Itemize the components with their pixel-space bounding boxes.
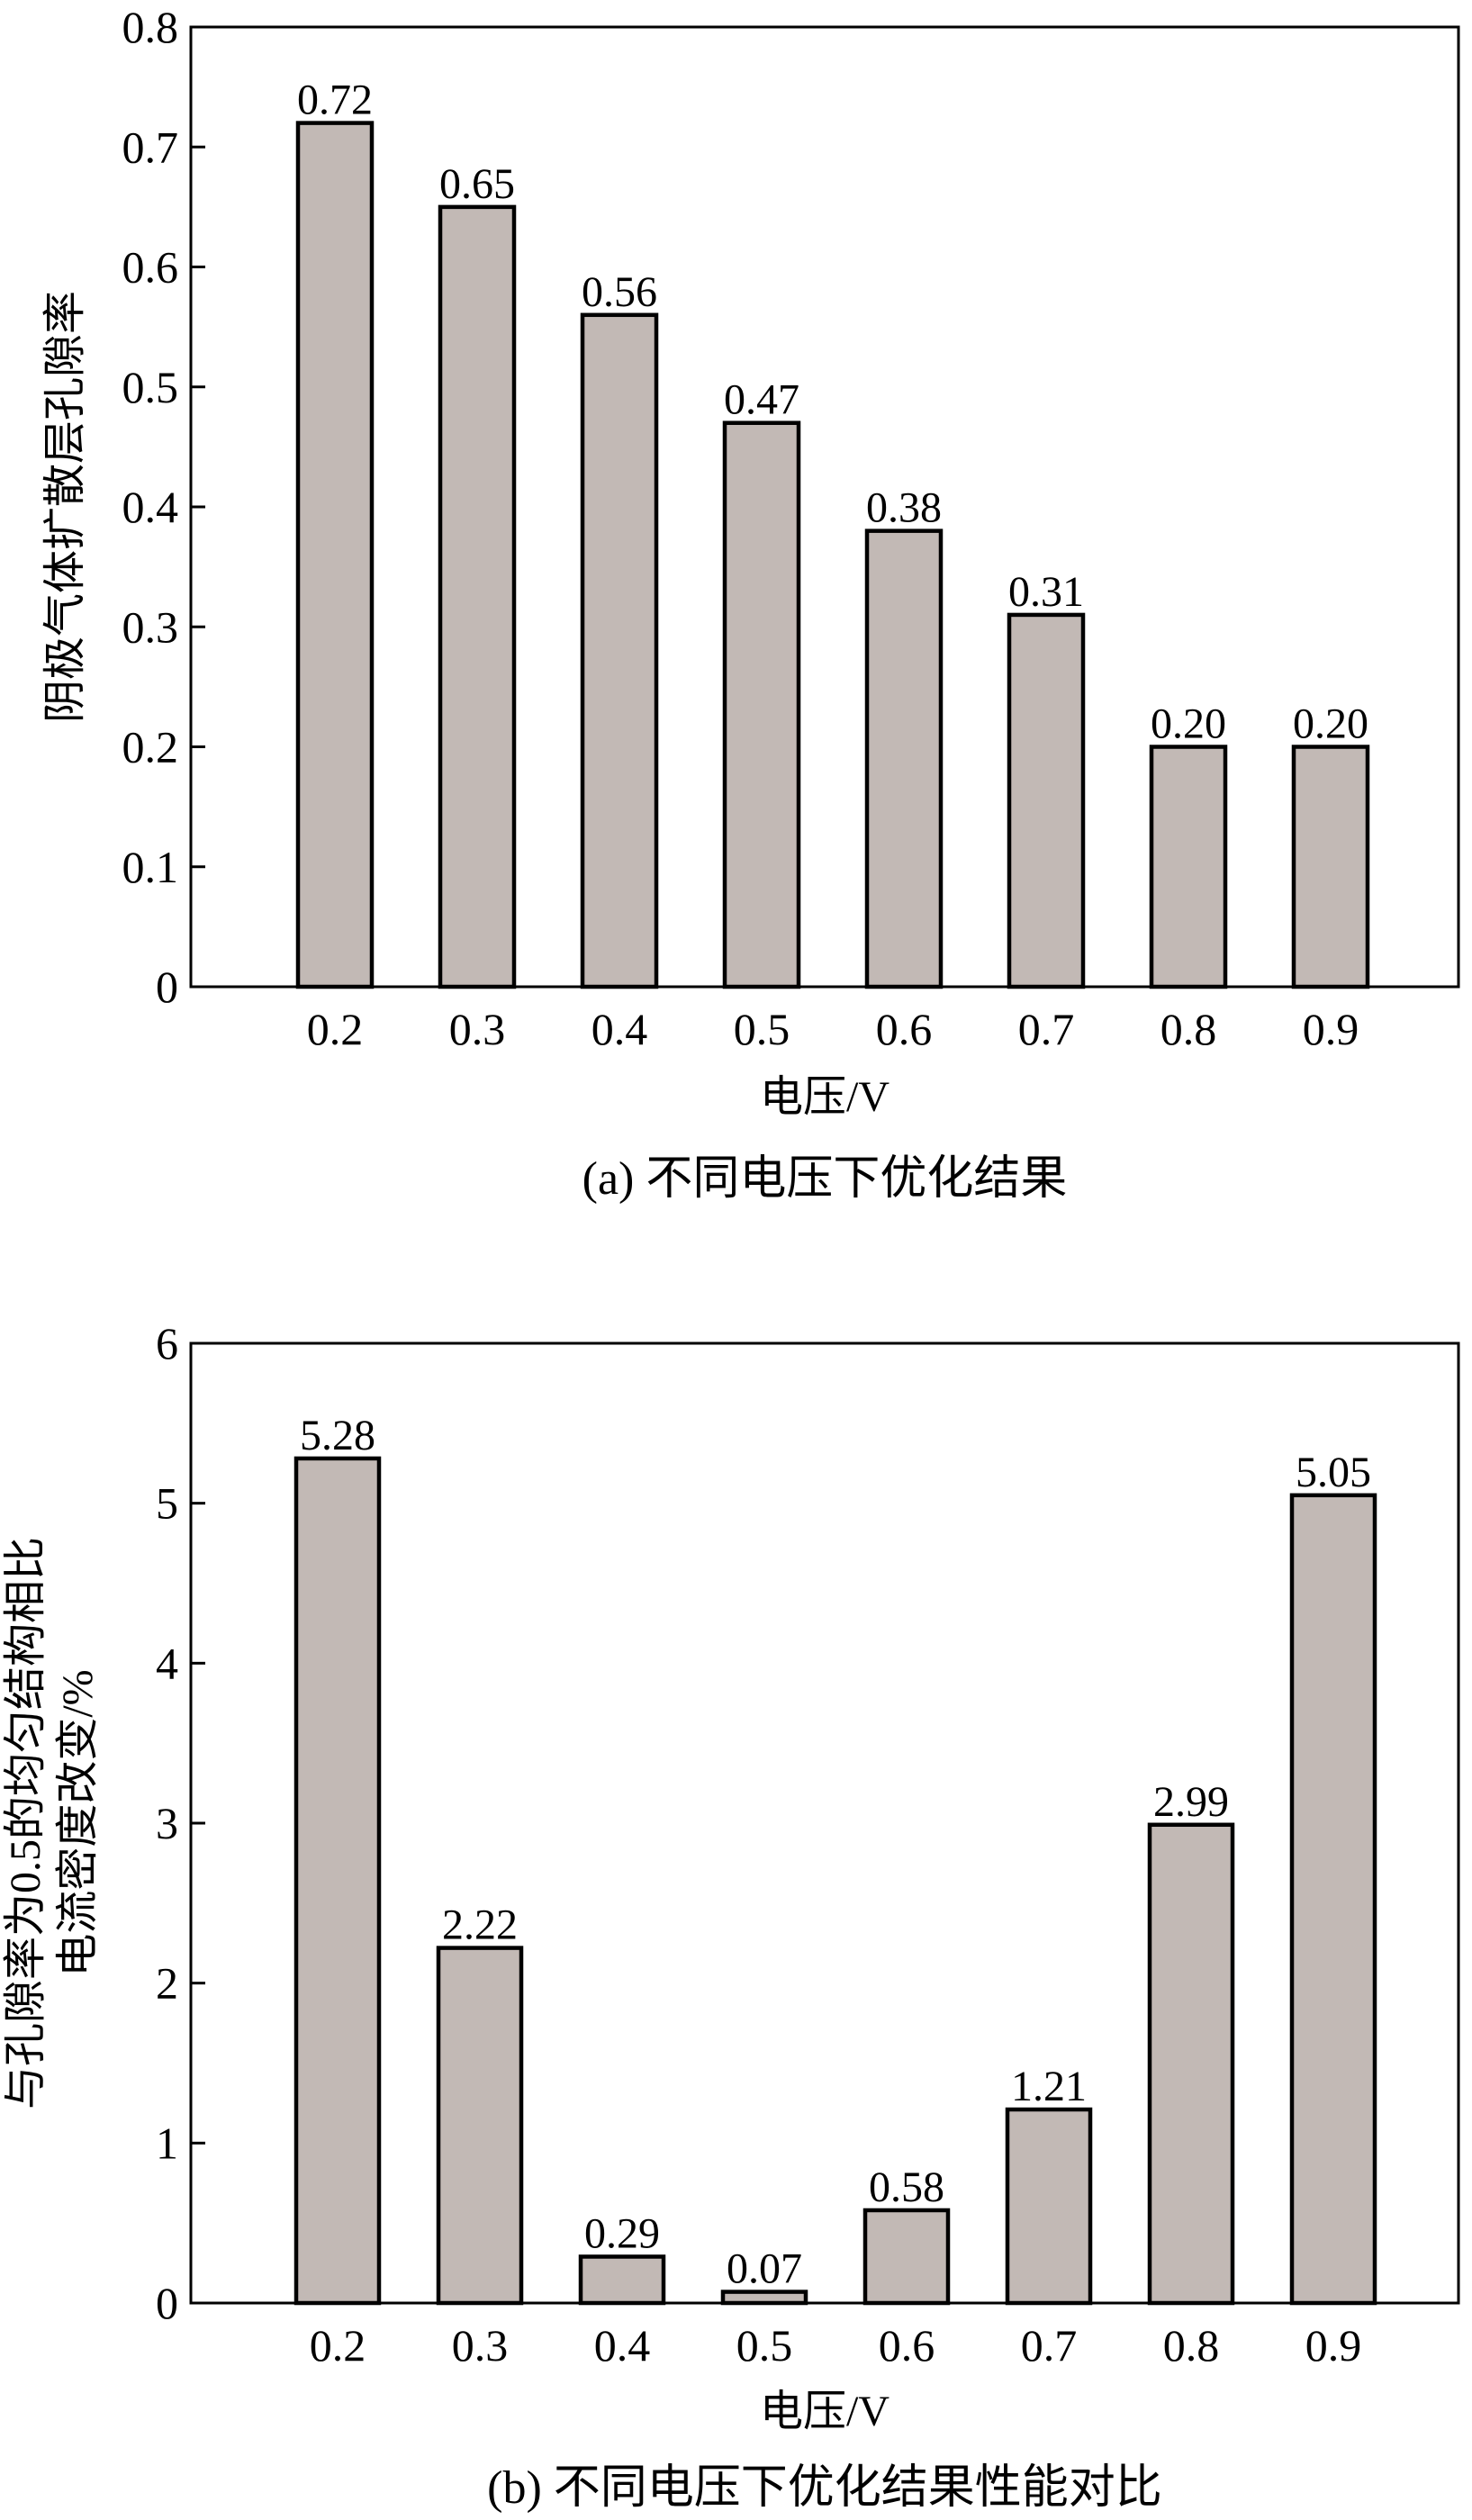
chart-a-bar-value-label: 0.65 <box>439 160 515 208</box>
chart-a-bar-0.4 <box>580 312 659 989</box>
chart-a-y-tick-label: 0.2 <box>122 722 179 772</box>
chart-b-bar-0.3 <box>436 1946 524 2306</box>
chart-a-bar-value-label: 0.20 <box>1293 700 1368 748</box>
chart-a-x-axis-title: 电压/V <box>760 1073 890 1121</box>
chart-b-bar-0.8 <box>1147 1822 1235 2306</box>
chart-b-bar-value-label: 2.22 <box>442 1901 518 1949</box>
chart-b-x-tick-label: 0.8 <box>1163 2320 1220 2371</box>
chart-b-x-tick-label: 0.3 <box>452 2320 509 2371</box>
chart-b-bar-value-label: 0.07 <box>727 2245 802 2293</box>
chart-a-bar-0.3 <box>438 204 517 989</box>
chart-b-caption: (b) 不同电压下优化结果性能对比 <box>487 2462 1162 2514</box>
chart-a-bar-0.2 <box>295 121 375 989</box>
chart-a-y-tick-label: 0 <box>156 962 178 1012</box>
chart-a-y-tick-label: 0.5 <box>122 362 179 412</box>
chart-a-x-tick-label: 0.6 <box>876 1004 933 1054</box>
chart-b-x-axis-title: 电压/V <box>760 2388 890 2435</box>
chart-a-bar-value-label: 0.20 <box>1151 700 1226 748</box>
chart-b-bar-value-label: 0.58 <box>869 2163 944 2211</box>
chart-a-x-tick-label: 0.2 <box>307 1004 364 1054</box>
chart-b-x-tick-label: 0.2 <box>310 2320 366 2371</box>
chart-b-bars: 5.28 2.22 0.29 0.07 0.58 1.21 2.99 5.05 <box>293 1412 1377 2306</box>
chart-b-bar-value-label: 1.21 <box>1011 2063 1087 2110</box>
chart-b-bar-value-label: 5.28 <box>300 1412 375 1459</box>
chart-b-x-axis: 0.2 0.3 0.4 0.5 0.6 0.7 0.8 0.9 <box>310 2320 1362 2371</box>
chart-b-y-tick-label: 3 <box>156 1798 178 1848</box>
chart-a-y-tick-label: 0.1 <box>122 842 179 892</box>
chart-b-y-axis-title-line-1: 与孔隙率为0.5的均匀结构相比 <box>2 1537 50 2109</box>
chart-b-x-tick-label: 0.6 <box>879 2320 935 2371</box>
chart-a-bar-value-label: 0.31 <box>1008 568 1084 616</box>
chart-b-y-tick-label: 5 <box>156 1478 178 1529</box>
chart-a-y-axis-title: 阴极气体扩散层孔隙率 <box>41 291 89 723</box>
chart-a-y-tick-label: 0.7 <box>122 122 179 172</box>
chart-b-bar-value-label: 2.99 <box>1153 1778 1229 1826</box>
chart-a-caption: (a) 不同电压下优化结果 <box>582 1153 1068 1205</box>
chart-a-bar-0.9 <box>1291 745 1370 989</box>
chart-b-bar-0.5 <box>720 2290 808 2306</box>
chart-b-x-tick-label: 0.5 <box>736 2320 793 2371</box>
chart-a-x-tick-label: 0.4 <box>592 1004 648 1054</box>
chart-a-x-tick-label: 0.3 <box>449 1004 506 1054</box>
chart-b-x-tick-label: 0.7 <box>1021 2320 1078 2371</box>
chart-b-y-tick-label: 0 <box>156 2278 178 2328</box>
chart-b-bar-0.7 <box>1005 2107 1093 2306</box>
chart-a-plot-frame <box>189 25 1460 989</box>
chart-a-bar-0.6 <box>864 528 944 989</box>
chart-a-x-tick-label: 0.5 <box>734 1004 790 1054</box>
chart-a-bars: 0.72 0.65 0.56 0.47 0.38 0.31 0.20 0.20 <box>295 77 1370 989</box>
chart-b-bar-value-label: 5.05 <box>1296 1449 1371 1496</box>
chart-a-x-tick-label: 0.8 <box>1160 1004 1217 1054</box>
chart-b-y-tick-label: 6 <box>156 1318 178 1368</box>
chart-a-bar-value-label: 0.38 <box>866 484 942 532</box>
chart-b-y-tick-label: 1 <box>156 2118 178 2168</box>
chart-a-y-axis-title-line-1: 阴极气体扩散层孔隙率 <box>41 291 89 723</box>
chart-a-y-axis: 0 0.1 0.2 0.3 0.4 0.5 0.6 0.7 0.8 <box>122 2 205 1012</box>
chart-a-x-tick-label: 0.9 <box>1303 1004 1359 1054</box>
chart-b-y-tick-label: 4 <box>156 1638 178 1688</box>
chart-a-bar-value-label: 0.56 <box>582 268 657 316</box>
chart-b-y-axis-title: 与孔隙率为0.5的均匀结构相比 电流密度改变/% <box>2 1537 102 2109</box>
chart-b-x-tick-label: 0.9 <box>1305 2320 1362 2371</box>
chart-a-y-tick-label: 0.6 <box>122 242 179 293</box>
chart-a-x-axis: 0.2 0.3 0.4 0.5 0.6 0.7 0.8 0.9 <box>307 1004 1359 1054</box>
chart-b-bar-0.6 <box>862 2208 951 2306</box>
chart-a-bar-0.7 <box>1007 612 1086 989</box>
chart-b-bar-value-label: 0.29 <box>584 2209 660 2257</box>
chart-a-y-tick-label: 0.8 <box>122 2 179 52</box>
chart-a-bar-0.5 <box>722 420 801 989</box>
chart-b-bar-0.2 <box>293 1456 382 2306</box>
chart-a: 00.10.20.30.40.50.60.70.8 0.720.650.560.… <box>41 2 1460 1205</box>
chart-a-y-tick-label: 0.3 <box>122 601 179 652</box>
chart-a-bar-value-label: 0.72 <box>297 77 373 124</box>
chart-b-bar-0.9 <box>1289 1493 1377 2306</box>
chart-b-y-axis-title-line-2: 电流密度改变/% <box>54 1669 102 1976</box>
chart-b-y-tick-label: 2 <box>156 1958 178 2009</box>
chart-a-y-tick-label: 0.4 <box>122 482 179 532</box>
chart-a-x-tick-label: 0.7 <box>1018 1004 1075 1054</box>
chart-b-x-tick-label: 0.4 <box>594 2320 651 2371</box>
chart-b: 0 1 2 3 4 5 6 5.28 2.22 0.29 0.07 0.58 1.21 2.99 5.05… <box>2 1318 1460 2514</box>
chart-b-bar-0.4 <box>578 2254 666 2306</box>
chart-a-bar-0.8 <box>1149 745 1228 989</box>
chart-b-y-axis: 0 1 2 3 4 5 6 <box>156 1318 205 2328</box>
chart-a-bar-value-label: 0.47 <box>724 376 799 424</box>
